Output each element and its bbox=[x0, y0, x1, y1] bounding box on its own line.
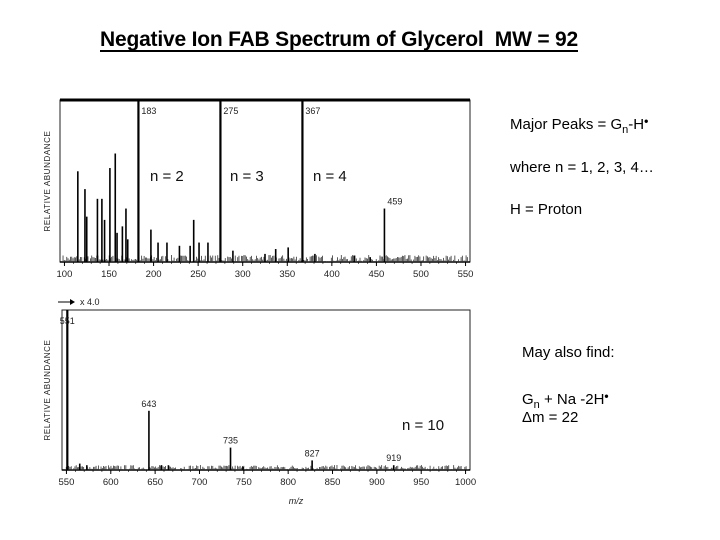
peak-label: 643 bbox=[141, 399, 156, 409]
n-annotation: n = 4 bbox=[313, 168, 347, 185]
major-peaks-note: Major Peaks = Gn-H• bbox=[510, 114, 649, 136]
peak-label: 183 bbox=[141, 106, 156, 116]
x-tick-label: 950 bbox=[413, 477, 429, 488]
delta-m-note: Δm = 22 bbox=[522, 409, 579, 426]
peak-label: 459 bbox=[387, 197, 402, 207]
where-note: where n = 1, 2, 3, 4… bbox=[510, 159, 654, 176]
x-tick-label: 450 bbox=[368, 269, 384, 280]
radical-dot-icon: • bbox=[604, 389, 609, 403]
peak-label: 551 bbox=[60, 316, 75, 326]
n-annotation: n = 2 bbox=[150, 168, 184, 185]
x-tick-label: 300 bbox=[235, 269, 251, 280]
n-annotation: n = 10 bbox=[402, 417, 444, 434]
top-spectrum-chart: 183 275 367 459 100 150 200 250 300 350 400 450 500 5… bbox=[43, 98, 474, 280]
x-tick-label: 650 bbox=[147, 477, 163, 488]
may-also-find-note: May also find: bbox=[522, 344, 615, 361]
x-tick-label: 500 bbox=[413, 269, 429, 280]
scale-label: x 4.0 bbox=[80, 297, 100, 307]
peak-label: 827 bbox=[305, 448, 320, 458]
y-axis-label: RELATIVE ABUNDANCE bbox=[43, 131, 52, 232]
peak-label: 275 bbox=[223, 106, 238, 116]
adduct-note: Gn + Na -2H• bbox=[522, 389, 609, 411]
x-tick-label: 900 bbox=[369, 477, 385, 488]
scale-arrow-head-icon bbox=[70, 299, 75, 305]
proton-note: H = Proton bbox=[510, 201, 583, 218]
x-tick-label: 250 bbox=[190, 269, 206, 280]
peak-label: 367 bbox=[305, 106, 320, 116]
x-tick-label: 150 bbox=[101, 269, 117, 280]
x-tick-label: 600 bbox=[103, 477, 119, 488]
plot-frame bbox=[61, 309, 471, 471]
x-tick-label: 100 bbox=[57, 269, 73, 280]
x-tick-label: 550 bbox=[59, 477, 75, 488]
radical-dot-icon: • bbox=[644, 114, 649, 128]
x-tick-label: 550 bbox=[458, 269, 474, 280]
x-tick-label: 800 bbox=[280, 477, 296, 488]
x-tick-label: 350 bbox=[279, 269, 295, 280]
x-axis-label: m/z bbox=[289, 496, 304, 506]
x-tick-label: 200 bbox=[146, 269, 162, 280]
peak-label: 919 bbox=[386, 453, 401, 463]
bottom-spectrum-chart: 551 643 735 827 919 550 600 650 700 750 800 850 900 9… bbox=[43, 297, 476, 506]
x-tick-label: 850 bbox=[325, 477, 341, 488]
x-tick-label: 1000 bbox=[455, 477, 476, 488]
x-tick-label: 750 bbox=[236, 477, 252, 488]
n-annotation: n = 3 bbox=[230, 168, 264, 185]
peak-label: 735 bbox=[223, 436, 238, 446]
x-tick-label: 400 bbox=[324, 269, 340, 280]
y-axis-label: RELATIVE ABUNDANCE bbox=[43, 340, 52, 441]
x-tick-label: 700 bbox=[192, 477, 208, 488]
slide-title: Negative Ion FAB Spectrum of Glycerol MW… bbox=[100, 28, 578, 51]
plot-frame bbox=[59, 99, 471, 263]
